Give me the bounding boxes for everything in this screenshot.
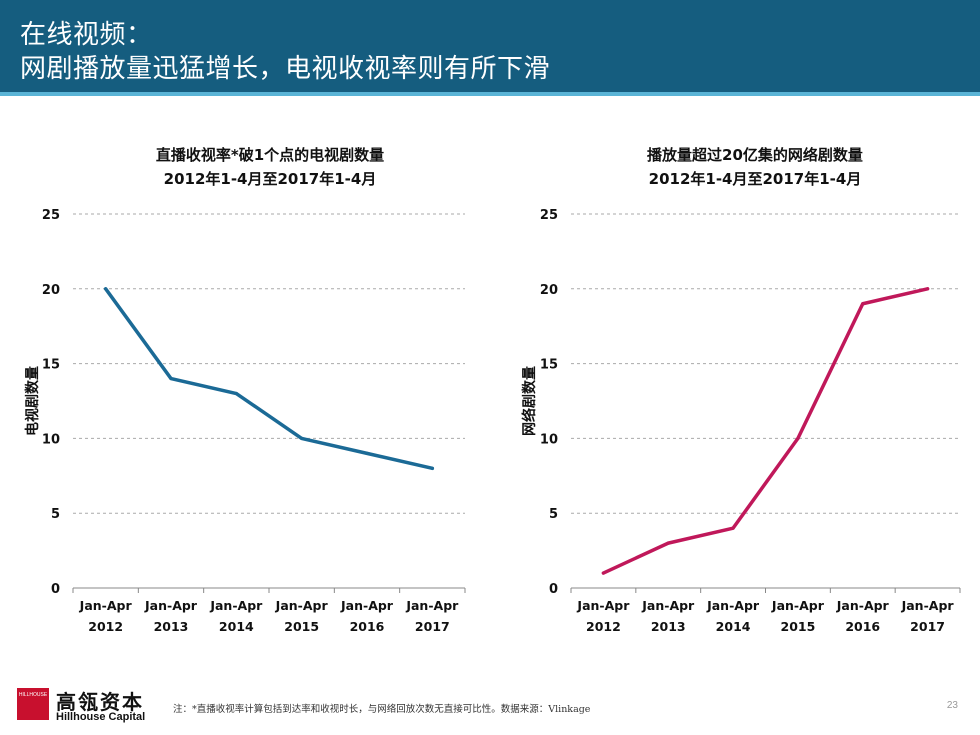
- chart2-y-tick-label: 20: [540, 283, 558, 298]
- chart1-series-line: [103, 287, 435, 471]
- chart1-x-tick-label: 2015: [284, 619, 319, 634]
- chart2-data-point: [861, 302, 865, 306]
- chart2-data-point: [731, 526, 735, 530]
- chart1-y-tick-label: 10: [42, 432, 60, 447]
- chart1-x-tick-label: Jan-Apr: [340, 598, 394, 613]
- chart2-y-tick-label: 15: [540, 358, 558, 373]
- page-number: 23: [946, 700, 958, 711]
- chart1-x-tick-label: Jan-Apr: [405, 598, 459, 613]
- chart1-data-point: [104, 287, 108, 291]
- chart2-x-tick-label: Jan-Apr: [836, 598, 890, 613]
- chart2-data-point: [666, 541, 670, 545]
- chart1-y-tick-label: 5: [51, 507, 60, 522]
- chart2-y-tick-label: 5: [549, 507, 558, 522]
- chart2-x-tick-label: 2014: [716, 619, 751, 634]
- chart1-y-tick-label: 20: [42, 283, 60, 298]
- header-bar: 在线视频： 网剧播放量迅猛增长，电视收视率则有所下滑: [0, 0, 980, 92]
- chart2-y-axis-label: 网络剧数量: [521, 366, 538, 436]
- chart2-data-point: [601, 571, 606, 575]
- chart1-data-point: [365, 451, 369, 455]
- chart1-x-tick-label: 2016: [350, 619, 385, 634]
- chart1-x-tick-label: 2017: [415, 619, 450, 634]
- company-name: 高瓴资本: [56, 690, 144, 714]
- chart2-x-tick-label: Jan-Apr: [576, 598, 630, 613]
- chart2-y-tick-label: 0: [549, 582, 558, 597]
- chart1-y-tick-label: 0: [51, 582, 60, 597]
- chart1-subtitle: 2012年1-4月至2017年1-4月: [163, 170, 377, 188]
- chart2-subtitle: 2012年1-4月至2017年1-4月: [648, 170, 862, 188]
- chart2-title: 播放量超过20亿集的网络剧数量: [647, 146, 863, 164]
- chart2-x-tick-label: 2013: [651, 619, 686, 634]
- chart1-x-tick-label: Jan-Apr: [275, 598, 329, 613]
- chart2-x-tick-label: Jan-Apr: [706, 598, 760, 613]
- chart1-title: 直播收视率*破1个点的电视剧数量: [155, 146, 385, 164]
- hillhouse-logo: HILLHOUSE: [17, 688, 49, 720]
- chart1-y-axis-label: 电视剧数量: [24, 366, 41, 436]
- chart2-series-line: [601, 287, 930, 575]
- chart2-x-tick-label: Jan-Apr: [901, 598, 955, 613]
- chart2-x-tick-label: Jan-Apr: [641, 598, 695, 613]
- chart1-data-point: [234, 391, 238, 396]
- chart1-y-tick-label: 15: [42, 358, 60, 373]
- chart1-x-tick-label: 2014: [219, 619, 254, 634]
- chart1-plot: 0 5 10 15 20 25 Jan-Apr 2012 Jan-Apr 2013 Jan-Apr 2…: [24, 208, 466, 634]
- chart2-x-tick-label: Jan-Apr: [771, 598, 825, 613]
- logo-box-text: HILLHOUSE: [18, 692, 48, 698]
- chart1-y-tick-label: 25: [42, 208, 60, 223]
- chart2-data-point: [796, 436, 800, 440]
- footnote: 注：*直播收视率计算包括到达率和收视时长，与网络回放次数无直接可比性。数据来源：…: [173, 704, 591, 715]
- chart2-data-point: [925, 287, 930, 291]
- chart1-x-tick-label: 2013: [154, 619, 189, 634]
- chart1-x-tick-label: Jan-Apr: [79, 598, 133, 613]
- chart2-plot: 0 5 10 15 20 25 Jan-Apr 2012 Jan-Apr 2013 Jan-Apr 2…: [521, 208, 961, 634]
- chart2-y-tick-label: 25: [540, 208, 558, 223]
- company-name-en: Hillhouse Capital: [56, 711, 146, 723]
- chart1-data-point: [169, 376, 173, 381]
- chart2-x-tick-label: 2015: [781, 619, 816, 634]
- chart1-data-point: [430, 466, 434, 470]
- header-accent-stripe: [0, 92, 980, 96]
- chart1-x-tick-label: 2012: [88, 619, 123, 634]
- chart1-x-tick-label: Jan-Apr: [209, 598, 263, 613]
- chart2-x-tick-label: 2012: [586, 619, 621, 634]
- chart1-data-point: [300, 436, 304, 440]
- page-title-line2: 网剧播放量迅猛增长，电视收视率则有所下滑: [20, 54, 551, 84]
- page-title-line1: 在线视频：: [20, 20, 153, 50]
- chart2-y-tick-label: 10: [540, 432, 558, 447]
- chart1-x-tick-label: Jan-Apr: [144, 598, 198, 613]
- chart2-x-tick-label: 2017: [910, 619, 945, 634]
- chart2-x-tick-label: 2016: [845, 619, 880, 634]
